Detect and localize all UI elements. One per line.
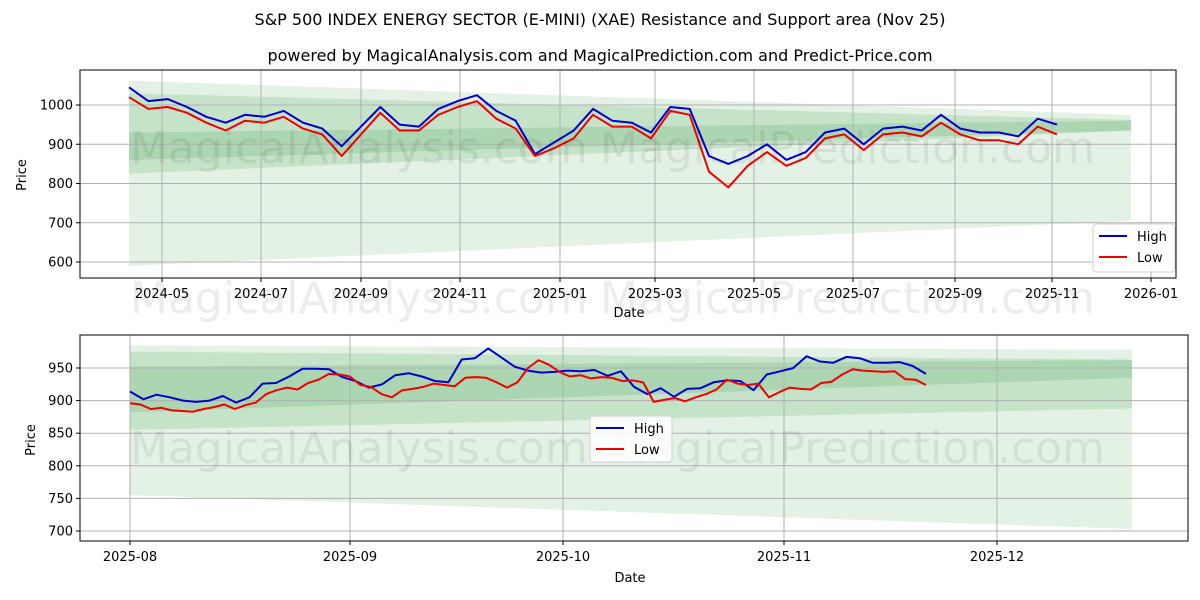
legend-low-label: Low [1137,251,1163,266]
band-0 [129,80,1131,266]
x-tick-label: 2024-11 [433,287,487,302]
y-tick-label: 850 [48,427,73,442]
legend: High Low [1092,223,1176,273]
y-axis-label: Price [15,159,30,191]
y-tick-label: 700 [48,216,73,231]
x-axis-label: Date [613,306,644,321]
watermark: MagicalPrediction.com [600,273,1095,324]
y-tick-label: 950 [48,362,73,377]
x-tick-label: 2024-09 [334,287,388,302]
x-tick-label: 2025-05 [727,287,781,302]
series-high-line [128,86,1058,165]
x-axis-label: Date [614,571,645,586]
x-tick-label: 2025-12 [970,550,1024,565]
y-tick-label: 600 [48,256,73,271]
x-tick-label: 2025-01 [533,287,587,302]
legend: High Low [589,415,673,463]
y-tick-label: 900 [48,138,73,153]
x-tick-label: 2025-10 [536,550,590,565]
x-tick-label: 2025-08 [103,550,157,565]
y-tick-label: 800 [48,177,73,192]
chart-subtitle: powered by MagicalAnalysis.com and Magic… [267,46,933,65]
x-tick-label: 2025-03 [628,287,682,302]
top-chart: MagicalAnalysis.com MagicalPrediction.com… [15,69,1178,324]
series-low-line [128,96,1058,189]
watermark: MagicalPrediction.com [600,123,1095,174]
legend-high-label: High [634,422,664,437]
series-high-line [129,347,927,404]
y-tick-label: 750 [48,492,73,507]
x-tick-label: 2025-11 [1025,287,1079,302]
watermark: MagicalPrediction.com [610,423,1105,474]
y-tick-label: 900 [48,394,73,409]
series-low-line [129,359,927,413]
watermark: MagicalAnalysis.com [130,423,588,474]
band-2 [130,360,1132,413]
x-tick-label: 2026-01 [1124,287,1178,302]
x-tick-label: 2025-11 [757,550,811,565]
legend-low-label: Low [634,443,660,458]
x-tick-label: 2024-05 [135,287,189,302]
y-tick-label: 1000 [40,99,73,114]
bottom-chart: MagicalAnalysis.com MagicalPrediction.com… [24,334,1189,586]
watermark: MagicalAnalysis.com [130,273,588,324]
chart-title: S&P 500 INDEX ENERGY SECTOR (E-MINI) (XA… [254,10,946,29]
x-tick-label: 2024-07 [234,287,288,302]
x-tick-label: 2025-09 [323,550,377,565]
watermark: MagicalAnalysis.com [130,123,588,174]
y-tick-label: 800 [48,459,73,474]
x-tick-label: 2025-09 [928,287,982,302]
axes-frame [79,69,1177,279]
y-tick-label: 700 [48,525,73,540]
y-axis-label: Price [24,424,39,456]
legend-high-label: High [1137,230,1167,245]
axes-frame [79,334,1189,542]
x-tick-label: 2025-07 [826,287,880,302]
